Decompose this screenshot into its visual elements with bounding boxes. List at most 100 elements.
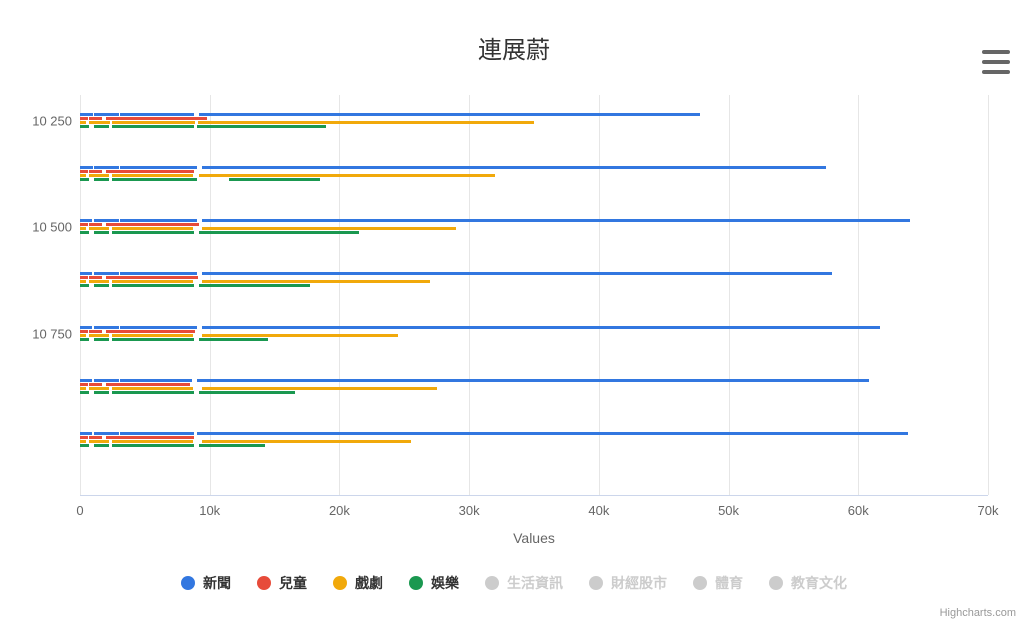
- series-bar[interactable]: [89, 436, 102, 439]
- series-bar[interactable]: [202, 326, 880, 329]
- series-bar[interactable]: [94, 272, 119, 275]
- series-bar[interactable]: [80, 444, 89, 447]
- series-bar[interactable]: [80, 178, 89, 181]
- series-bar[interactable]: [112, 227, 192, 230]
- series-bar[interactable]: [89, 223, 102, 226]
- series-bar[interactable]: [94, 219, 119, 222]
- series-bar[interactable]: [112, 338, 194, 341]
- series-bar[interactable]: [112, 174, 192, 177]
- series-bar[interactable]: [120, 379, 191, 382]
- series-bar[interactable]: [106, 276, 198, 279]
- series-bar[interactable]: [120, 219, 197, 222]
- series-bar[interactable]: [106, 170, 194, 173]
- series-bar[interactable]: [89, 276, 102, 279]
- series-bar[interactable]: [112, 444, 194, 447]
- series-bar[interactable]: [80, 227, 86, 230]
- series-bar[interactable]: [80, 280, 86, 283]
- series-bar[interactable]: [197, 432, 908, 435]
- series-bar[interactable]: [94, 113, 119, 116]
- series-bar[interactable]: [199, 113, 700, 116]
- series-bar[interactable]: [89, 383, 102, 386]
- legend-item[interactable]: 體育: [693, 573, 743, 593]
- series-bar[interactable]: [80, 383, 88, 386]
- legend-item[interactable]: 教育文化: [769, 573, 847, 593]
- series-bar[interactable]: [120, 272, 197, 275]
- series-bar[interactable]: [112, 284, 194, 287]
- series-bar[interactable]: [197, 125, 327, 128]
- series-bar[interactable]: [80, 436, 88, 439]
- series-bar[interactable]: [199, 444, 265, 447]
- series-bar[interactable]: [197, 379, 869, 382]
- series-bar[interactable]: [202, 166, 826, 169]
- legend-item[interactable]: 娛樂: [409, 573, 459, 593]
- series-bar[interactable]: [89, 330, 102, 333]
- series-bar[interactable]: [80, 432, 92, 435]
- series-bar[interactable]: [112, 231, 194, 234]
- series-bar[interactable]: [112, 121, 195, 124]
- series-bar[interactable]: [80, 391, 89, 394]
- series-bar[interactable]: [120, 432, 194, 435]
- series-bar[interactable]: [94, 125, 108, 128]
- series-bar[interactable]: [199, 391, 295, 394]
- series-bar[interactable]: [80, 379, 92, 382]
- series-bar[interactable]: [80, 284, 89, 287]
- series-bar[interactable]: [120, 113, 194, 116]
- series-bar[interactable]: [80, 117, 88, 120]
- series-bar[interactable]: [94, 178, 108, 181]
- series-bar[interactable]: [106, 117, 207, 120]
- series-bar[interactable]: [80, 174, 86, 177]
- series-bar[interactable]: [80, 170, 88, 173]
- legend-item[interactable]: 財經股市: [589, 573, 667, 593]
- series-bar[interactable]: [106, 383, 190, 386]
- series-bar[interactable]: [94, 284, 108, 287]
- series-bar[interactable]: [80, 330, 88, 333]
- series-bar[interactable]: [89, 121, 110, 124]
- series-bar[interactable]: [80, 387, 86, 390]
- series-bar[interactable]: [202, 272, 832, 275]
- series-bar[interactable]: [94, 326, 119, 329]
- series-bar[interactable]: [112, 440, 192, 443]
- series-bar[interactable]: [199, 338, 268, 341]
- series-bar[interactable]: [199, 174, 495, 177]
- series-bar[interactable]: [199, 284, 309, 287]
- chart-menu-button[interactable]: [982, 48, 1010, 76]
- series-bar[interactable]: [80, 326, 92, 329]
- legend-item[interactable]: 生活資訊: [485, 573, 563, 593]
- series-bar[interactable]: [80, 272, 92, 275]
- series-bar[interactable]: [80, 276, 88, 279]
- series-bar[interactable]: [94, 391, 108, 394]
- series-bar[interactable]: [94, 338, 108, 341]
- series-bar[interactable]: [202, 334, 398, 337]
- series-bar[interactable]: [80, 113, 93, 116]
- series-bar[interactable]: [94, 444, 108, 447]
- series-bar[interactable]: [80, 121, 86, 124]
- series-bar[interactable]: [202, 227, 456, 230]
- series-bar[interactable]: [106, 330, 196, 333]
- series-bar[interactable]: [89, 280, 108, 283]
- series-bar[interactable]: [202, 387, 437, 390]
- series-bar[interactable]: [94, 166, 119, 169]
- series-bar[interactable]: [120, 326, 197, 329]
- series-bar[interactable]: [94, 379, 119, 382]
- series-bar[interactable]: [112, 178, 196, 181]
- series-bar[interactable]: [112, 125, 194, 128]
- series-bar[interactable]: [89, 170, 102, 173]
- series-bar[interactable]: [202, 440, 411, 443]
- series-bar[interactable]: [112, 391, 194, 394]
- series-bar[interactable]: [89, 117, 102, 120]
- series-bar[interactable]: [80, 231, 89, 234]
- series-bar[interactable]: [80, 223, 88, 226]
- series-bar[interactable]: [80, 440, 86, 443]
- series-bar[interactable]: [112, 280, 192, 283]
- series-bar[interactable]: [199, 231, 359, 234]
- series-bar[interactable]: [89, 174, 108, 177]
- series-bar[interactable]: [80, 219, 92, 222]
- series-bar[interactable]: [106, 436, 194, 439]
- series-bar[interactable]: [80, 338, 89, 341]
- series-bar[interactable]: [80, 166, 93, 169]
- series-bar[interactable]: [202, 219, 910, 222]
- series-bar[interactable]: [94, 231, 108, 234]
- series-bar[interactable]: [120, 166, 197, 169]
- legend-item[interactable]: 戲劇: [333, 573, 383, 593]
- series-bar[interactable]: [89, 440, 108, 443]
